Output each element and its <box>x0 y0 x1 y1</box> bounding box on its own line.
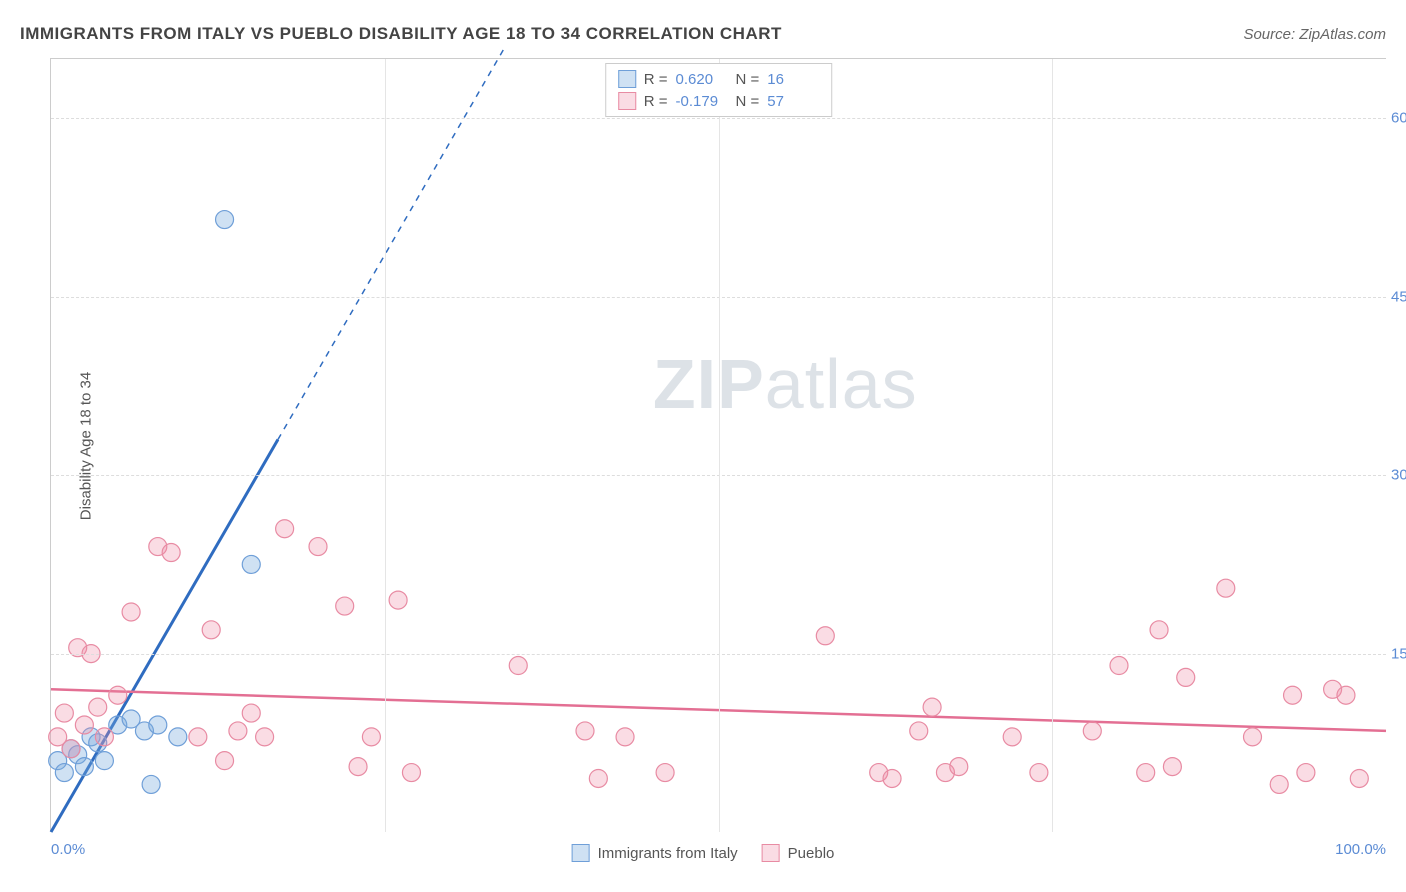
title-bar: IMMIGRANTS FROM ITALY VS PUEBLO DISABILI… <box>20 24 1386 44</box>
n-label: N = <box>736 71 760 88</box>
data-point <box>55 764 73 782</box>
legend-swatch <box>572 844 590 862</box>
data-point <box>202 621 220 639</box>
data-point <box>389 591 407 609</box>
x-tick-label: 0.0% <box>51 841 85 858</box>
data-point <box>576 722 594 740</box>
data-point <box>1030 764 1048 782</box>
data-point <box>656 764 674 782</box>
y-tick-label: 60.0% <box>1391 110 1406 127</box>
data-point <box>1137 764 1155 782</box>
data-point <box>55 704 73 722</box>
chart-title: IMMIGRANTS FROM ITALY VS PUEBLO DISABILI… <box>20 24 782 44</box>
legend-row: R = 0.620 N = 16 <box>618 68 820 90</box>
data-point <box>1350 769 1368 787</box>
regression-extension <box>278 47 505 439</box>
n-value: 57 <box>767 93 819 110</box>
gridline-v <box>719 59 720 832</box>
data-point <box>1150 621 1168 639</box>
data-point <box>149 716 167 734</box>
data-point <box>1003 728 1021 746</box>
data-point <box>109 686 127 704</box>
series-legend: Immigrants from Italy Pueblo <box>572 844 835 862</box>
data-point <box>1163 758 1181 776</box>
y-tick-label: 45.0% <box>1391 288 1406 305</box>
r-label: R = <box>644 71 668 88</box>
data-point <box>883 769 901 787</box>
data-point <box>1110 657 1128 675</box>
data-point <box>1270 775 1288 793</box>
data-point <box>62 740 80 758</box>
data-point <box>216 752 234 770</box>
data-point <box>923 698 941 716</box>
legend-item: Pueblo <box>762 844 835 862</box>
data-point <box>1177 668 1195 686</box>
data-point <box>216 211 234 229</box>
data-point <box>402 764 420 782</box>
r-label: R = <box>644 93 668 110</box>
r-value: 0.620 <box>676 71 728 88</box>
data-point <box>1284 686 1302 704</box>
gridline-v <box>1052 59 1053 832</box>
data-point <box>1083 722 1101 740</box>
legend-label: Pueblo <box>788 845 835 862</box>
data-point <box>189 728 207 746</box>
legend-label: Immigrants from Italy <box>598 845 738 862</box>
data-point <box>256 728 274 746</box>
data-point <box>229 722 247 740</box>
data-point <box>1244 728 1262 746</box>
data-point <box>142 775 160 793</box>
data-point <box>336 597 354 615</box>
data-point <box>362 728 380 746</box>
data-point <box>509 657 527 675</box>
legend-row: R = -0.179 N = 57 <box>618 90 820 112</box>
data-point <box>242 704 260 722</box>
source-label: Source: ZipAtlas.com <box>1243 26 1386 43</box>
correlation-legend: R = 0.620 N = 16 R = -0.179 N = 57 <box>605 63 833 117</box>
legend-swatch <box>762 844 780 862</box>
n-label: N = <box>736 93 760 110</box>
data-point <box>309 538 327 556</box>
legend-swatch <box>618 70 636 88</box>
data-point <box>95 728 113 746</box>
data-point <box>169 728 187 746</box>
data-point <box>75 758 93 776</box>
data-point <box>816 627 834 645</box>
data-point <box>589 769 607 787</box>
data-point <box>75 716 93 734</box>
x-tick-label: 100.0% <box>1335 841 1386 858</box>
data-point <box>910 722 928 740</box>
legend-swatch <box>618 92 636 110</box>
data-point <box>950 758 968 776</box>
legend-item: Immigrants from Italy <box>572 844 738 862</box>
data-point <box>1217 579 1235 597</box>
data-point <box>616 728 634 746</box>
r-value: -0.179 <box>676 93 728 110</box>
chart-area: ZIPatlas R =0.620N =16R =-0.179N =57 15.… <box>50 58 1386 832</box>
y-tick-label: 15.0% <box>1391 645 1406 662</box>
data-point <box>1297 764 1315 782</box>
data-point <box>122 603 140 621</box>
data-point <box>95 752 113 770</box>
data-point <box>242 555 260 573</box>
data-point <box>276 520 294 538</box>
data-point <box>162 544 180 562</box>
y-tick-label: 30.0% <box>1391 467 1406 484</box>
gridline-v <box>385 59 386 832</box>
n-value: 16 <box>767 71 819 88</box>
data-point <box>89 698 107 716</box>
data-point <box>349 758 367 776</box>
data-point <box>1337 686 1355 704</box>
